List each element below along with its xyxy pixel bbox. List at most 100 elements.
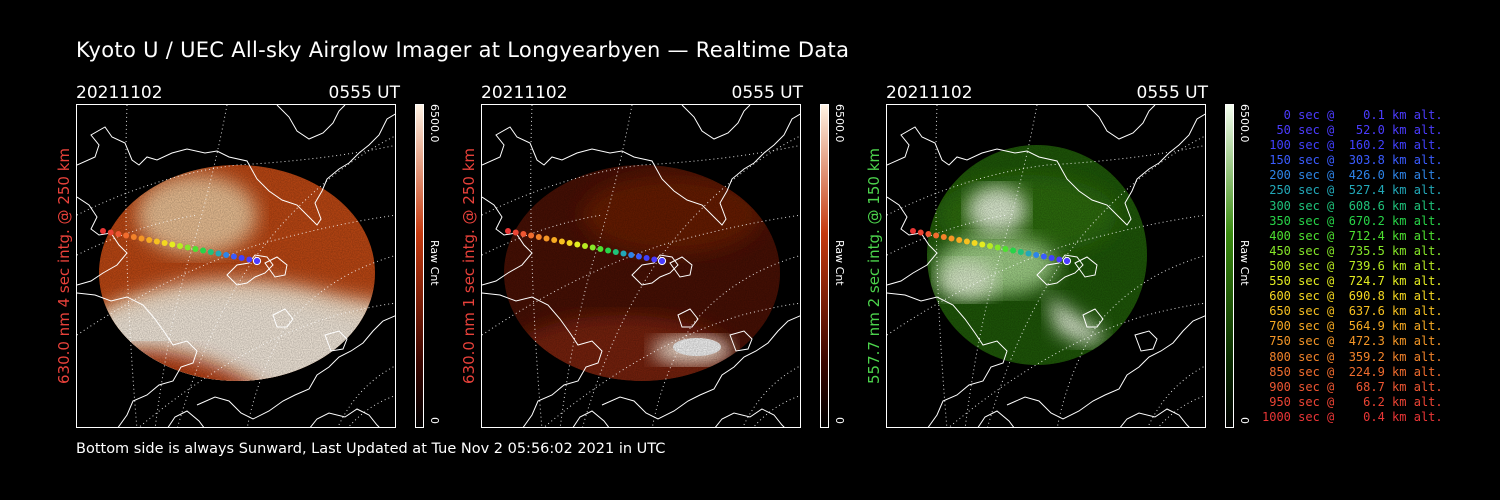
legend-row: 600 sec @ 690.8 km alt. [1262,289,1443,304]
coastline [482,292,603,427]
trajectory-point [657,256,667,266]
coastline [887,196,938,286]
lat-lon-grid-line [651,255,800,427]
panel-1-time: 0555 UT [328,83,401,103]
legend-row: 0 sec @ 0.1 km alt. [1262,108,1443,122]
legend-row: 650 sec @ 637.6 km alt. [1262,304,1443,319]
panel-1-colorbar [415,104,424,428]
trajectory-point [612,249,619,255]
coastline [324,330,348,352]
panel-2-allsky-image [481,104,801,428]
lat-lon-grid-line [964,105,1038,427]
trajectory-point [979,241,986,248]
coastline [1119,408,1190,427]
coastline [482,196,533,286]
panel-3-ylabel-text: 557.7 nm 2 sec intg. @ 150 km [865,147,883,385]
panel-3-colorbar-max: 6500.0 [1238,104,1251,143]
coastline [77,113,395,226]
trajectory-point [100,228,106,234]
trajectory-point [512,229,519,236]
coastline [977,410,1015,427]
trajectory-point [933,232,940,239]
legend-row: 1000 sec @ 0.4 km alt. [1262,409,1443,424]
trajectory-point [994,244,1001,251]
trajectory-point [574,241,581,248]
coastline [1082,308,1104,328]
allsky-svg [77,105,395,427]
legend-row: 750 sec @ 472.3 km alt. [1262,334,1443,349]
lat-lon-grid-line [887,214,1205,336]
trajectory-point [505,228,511,234]
trajectory-point [589,244,596,251]
trajectory-point [223,252,230,258]
coastline [601,315,800,420]
trajectory-point [597,246,604,252]
coastline [482,113,800,226]
panel-2-time: 0555 UT [731,83,804,103]
lat-lon-grid-line [482,214,800,336]
trajectory-point [207,249,214,255]
lat-lon-grid-line [77,214,395,336]
coastline [196,315,395,420]
coastline [1134,330,1158,352]
trajectory-point [582,243,588,249]
trajectory-point [520,231,527,237]
panel-1-ylabel: 630.0 nm 4 sec intg. @ 250 km [54,104,74,428]
panel-1-date: 20211102 [76,83,163,103]
trajectory-point [1025,250,1032,257]
coastline [264,256,288,278]
coastline [226,254,274,286]
panel-1-ylabel-text: 630.0 nm 4 sec intg. @ 250 km [55,147,73,385]
trajectory-point [138,235,145,242]
allsky-svg [482,105,800,427]
trajectory-point [528,232,535,239]
panel-1-colorbar-min: 0 [428,417,441,424]
coastline [167,410,205,427]
trajectory-point [184,244,191,251]
coastline [631,254,679,286]
trajectory-point [963,238,970,245]
trajectory-point [252,256,262,266]
lat-lon-grid-line [753,395,800,427]
coastline [729,330,753,352]
coastline [887,292,1008,427]
trajectory-point [1033,252,1040,258]
trajectory-point [130,234,137,240]
lat-lon-grid-line [154,105,228,427]
panel-3-ylabel: 557.7 nm 2 sec intg. @ 150 km [864,104,884,428]
trajectory-point [107,229,114,236]
trajectory-point [635,253,642,260]
altitude-legend: 0 sec @ 0.1 km alt. 50 sec @ 52.0 km alt… [1262,108,1443,425]
trajectory-point [558,238,565,245]
coastline [272,308,294,328]
trajectory-point [161,240,168,246]
panel-3-colorbar [1225,104,1234,428]
footer-note: Bottom side is always Sunward, Last Upda… [76,441,666,457]
legend-row: 900 sec @ 68.7 km alt. [1262,379,1443,394]
legend-row: 700 sec @ 564.9 km alt. [1262,319,1443,334]
legend-row: 150 sec @ 303.8 km alt. [1262,153,1443,168]
lat-lon-grid-line [482,144,800,216]
lat-lon-grid-line [1158,395,1205,427]
panel-2-colorbar-max: 6500.0 [833,104,846,143]
trajectory-point [192,246,199,252]
trajectory-point [1017,249,1024,255]
trajectory-point [948,235,955,242]
trajectory-point [230,253,237,260]
panel-2-ylabel: 630.0 nm 1 sec intg. @ 250 km [459,104,479,428]
trajectory-point [956,237,963,243]
panel-2-colorbar [820,104,829,428]
trajectory-point [123,232,130,239]
trajectory-point [146,237,153,243]
lat-lon-grid-line [559,105,633,427]
coastline [276,105,346,140]
trajectory-point [917,229,924,236]
trajectory-point [535,234,542,240]
trajectory-point [1048,255,1055,261]
legend-row: 50 sec @ 52.0 km alt. [1262,123,1443,138]
legend-row: 500 sec @ 739.6 km alt. [1262,258,1443,273]
coastline [1074,256,1098,278]
trajectory-point [238,255,245,261]
trajectory-point [153,238,160,245]
panel-2-colorbar-unit: Raw Cnt [833,240,846,286]
